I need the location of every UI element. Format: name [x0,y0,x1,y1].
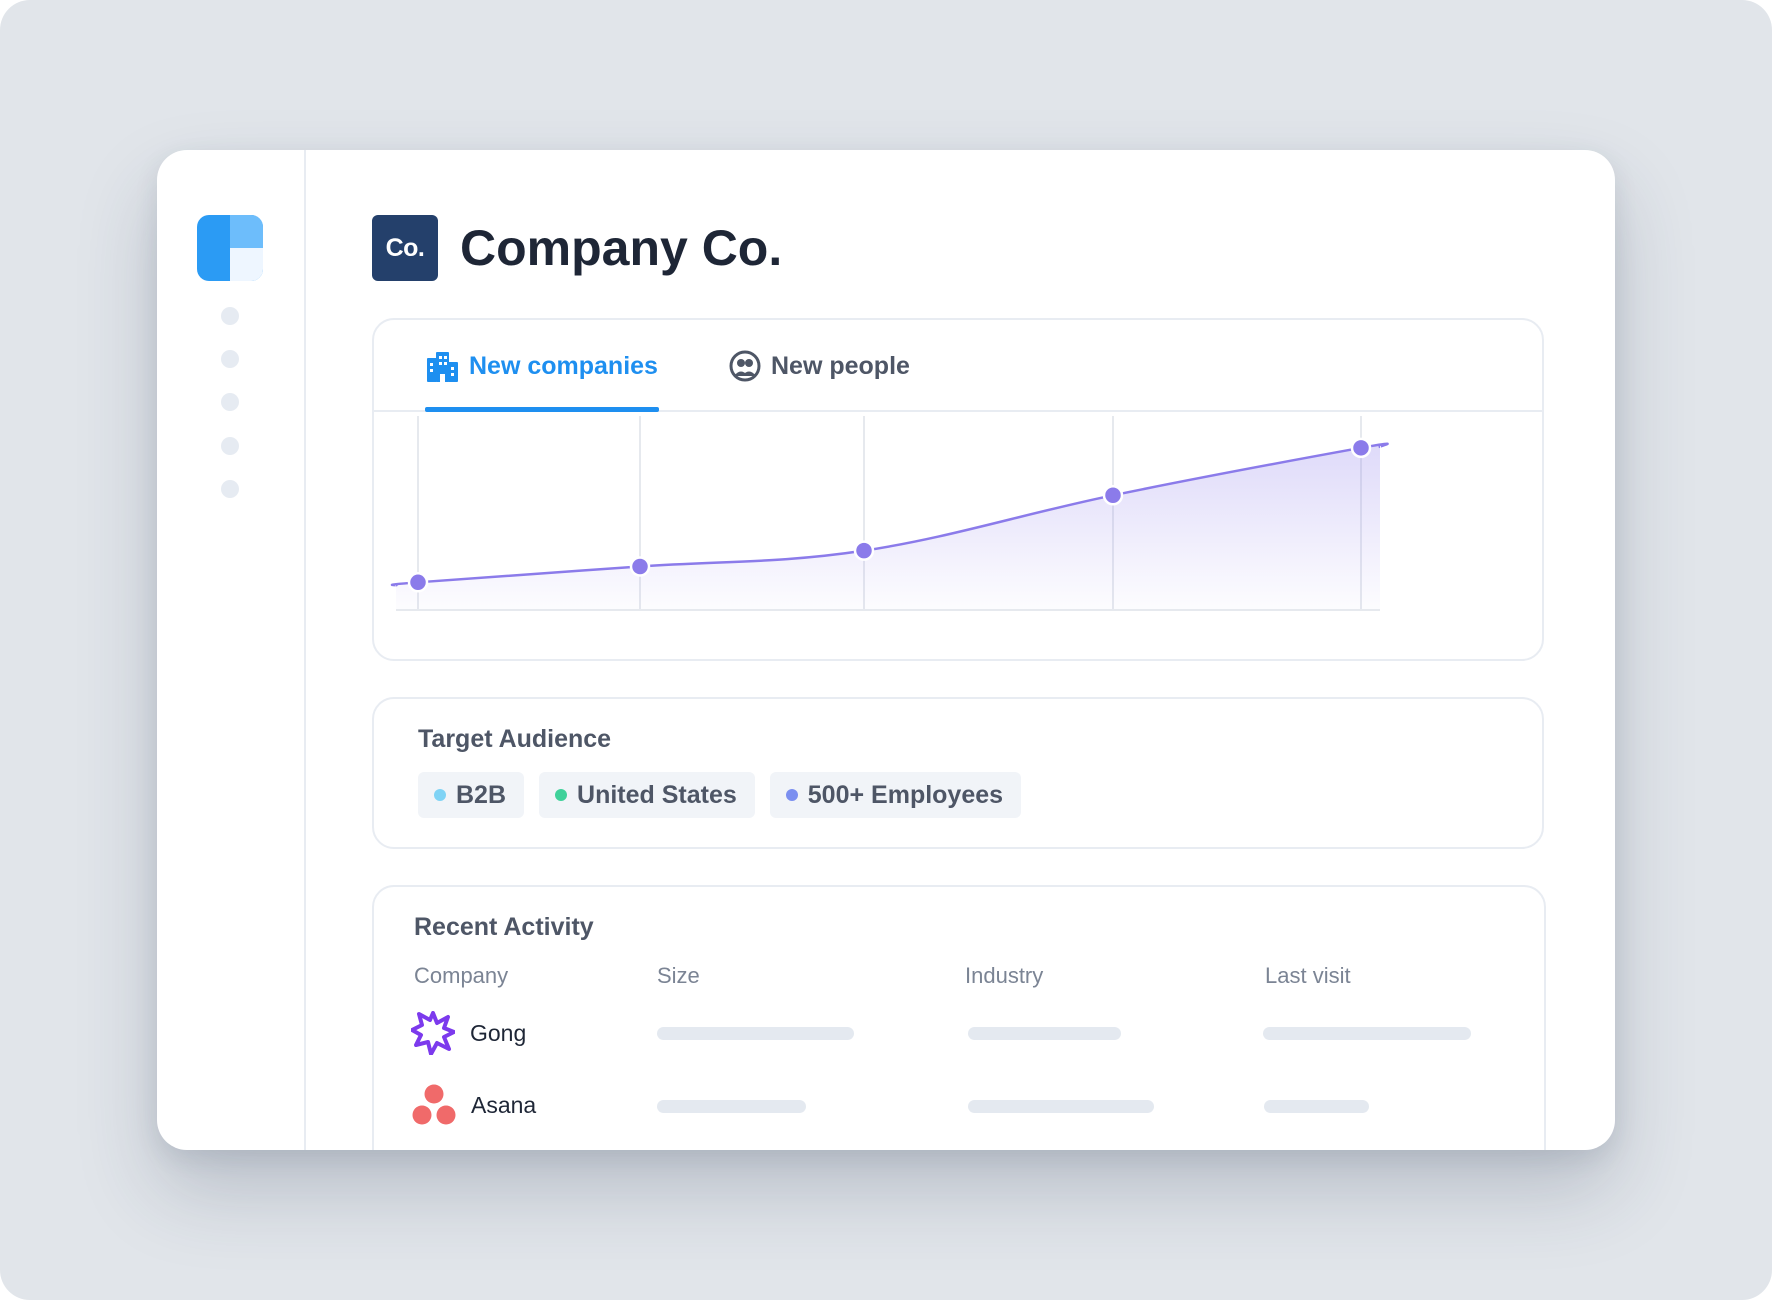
chip-dot [555,789,568,801]
tab-new-people[interactable]: New people [729,320,910,412]
tab-bar: New companies New people [374,320,1542,412]
chart-point-4[interactable] [1102,485,1124,506]
column-header-industry[interactable]: Industry [965,963,1044,988]
column-header-company[interactable]: Company [414,963,509,988]
tab-new-companies-label: New companies [469,351,658,380]
sidebar-item-4[interactable] [221,437,239,455]
column-header-last-visit[interactable]: Last visit [1265,963,1351,988]
chip-b2b[interactable]: B2B [418,772,525,818]
app-window: Co. Company Co. [157,150,1615,1150]
page-title: Company Co. [460,220,783,276]
sidebar-item-5[interactable] [221,480,239,498]
chip-label: 500+ Employees [807,780,1004,809]
column-header-size[interactable]: Size [657,963,700,988]
tab-new-people-label: New people [771,351,910,380]
chart-card: New companies New people [372,318,1544,661]
chart-area-fill [391,443,1388,610]
sidebar-item-3[interactable] [221,393,239,411]
company-badge: Co. [372,215,438,281]
sidebar [157,150,306,1150]
chart-point-2[interactable] [629,556,651,577]
people-icon [729,350,761,382]
sidebar-item-2[interactable] [221,350,239,368]
gong-logo-icon [411,1011,455,1055]
audience-chips: B2B United States 500+ Employees [418,772,1022,818]
industry-placeholder [968,1027,1121,1040]
chip-dot [434,789,446,801]
recent-activity-title: Recent Activity [414,913,594,941]
tab-new-companies[interactable]: New companies [425,320,658,412]
size-placeholder [657,1027,854,1040]
chart-point-5[interactable] [1350,437,1372,459]
size-placeholder [657,1100,806,1113]
recent-activity-card: Recent Activity Company Size Industry La… [372,885,1546,1150]
last-visit-placeholder [1264,1100,1369,1113]
industry-placeholder [968,1100,1154,1113]
chart-point-3[interactable] [853,540,875,561]
row-company-name: Gong [470,1019,527,1046]
chart-point-1[interactable] [407,572,429,593]
main-content: Co. Company Co. [307,150,1615,1150]
app-logo-icon[interactable] [197,215,263,281]
active-tab-indicator [425,407,659,412]
target-audience-card: Target Audience B2B United States 500+ E… [372,697,1544,849]
chip-united-states[interactable]: United States [539,772,755,818]
asana-logo-icon [412,1084,456,1125]
target-audience-title: Target Audience [418,725,612,753]
chip-dot [785,789,798,801]
row-company-name: Asana [471,1091,537,1118]
last-visit-placeholder [1263,1027,1471,1040]
chip-label: B2B [456,780,507,809]
chip-employees[interactable]: 500+ Employees [769,772,1022,818]
buildings-icon [425,350,459,382]
chip-label: United States [577,780,737,809]
area-chart [390,416,1389,611]
sidebar-item-1[interactable] [221,307,239,325]
